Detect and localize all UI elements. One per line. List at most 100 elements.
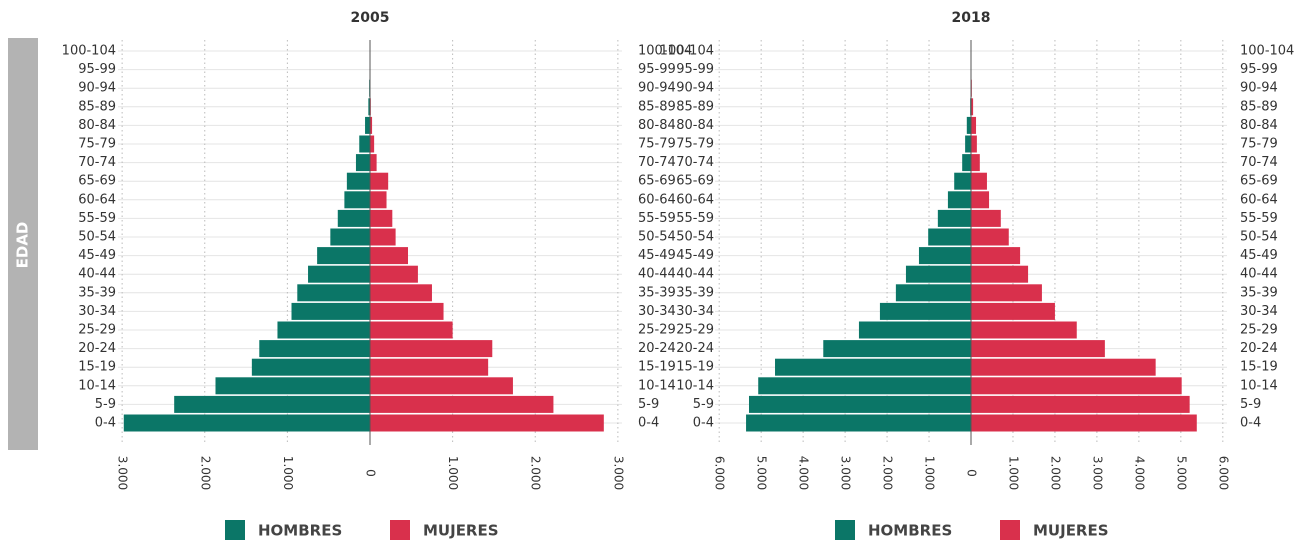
- y-tick-label: 75-79: [676, 137, 714, 152]
- y-tick-label: 10-14: [638, 378, 676, 393]
- y-tick-label: 55-59: [78, 211, 116, 226]
- bar: [370, 284, 432, 302]
- y-tick-label: 55-59: [638, 211, 676, 226]
- bar: [971, 98, 974, 116]
- legend-swatch: [835, 520, 855, 540]
- bar: [895, 284, 971, 302]
- bar: [971, 340, 1105, 358]
- bar: [370, 395, 554, 413]
- y-tick-label: 80-84: [1240, 118, 1278, 133]
- bar: [971, 321, 1077, 339]
- bar: [370, 302, 444, 320]
- y-tick-label: 80-84: [78, 118, 116, 133]
- bar: [215, 377, 370, 395]
- bar: [937, 209, 971, 227]
- legend-label: HOMBRES: [868, 522, 952, 540]
- y-tick-label: 65-69: [78, 174, 116, 189]
- y-tick-label: 65-69: [676, 174, 714, 189]
- legend-swatch: [225, 520, 245, 540]
- x-tick-label: 2.000: [529, 456, 543, 490]
- bar: [748, 395, 971, 413]
- y-tick-label: 70-74: [638, 155, 676, 170]
- bar: [365, 116, 370, 134]
- x-tick-label: 2.000: [198, 456, 212, 490]
- legend-label: MUJERES: [423, 522, 499, 540]
- y-tick-label: 5-9: [95, 397, 116, 412]
- bar: [971, 265, 1029, 283]
- bar: [971, 172, 987, 190]
- bar: [971, 302, 1055, 320]
- y-tick-label: 50-54: [676, 230, 714, 245]
- y-tick-label: 90-94: [78, 81, 116, 96]
- x-tick-label: 4.000: [797, 456, 811, 490]
- bar: [291, 302, 370, 320]
- legend-swatch: [1000, 520, 1020, 540]
- y-tick-label: 100-104: [660, 44, 714, 59]
- bar: [971, 358, 1156, 376]
- y-tick-label: 25-29: [1240, 323, 1278, 338]
- bar: [971, 377, 1182, 395]
- y-tick-label: 50-54: [1240, 230, 1278, 245]
- y-tick-label: 85-89: [1240, 99, 1278, 114]
- y-tick-label: 60-64: [78, 192, 116, 207]
- y-tick-label: 40-44: [1240, 267, 1278, 282]
- y-tick-label: 20-24: [1240, 341, 1278, 356]
- y-tick-label: 40-44: [676, 267, 714, 282]
- y-tick-label: 15-19: [676, 360, 714, 375]
- bar: [344, 191, 370, 209]
- bar: [370, 209, 393, 227]
- bar: [947, 191, 971, 209]
- y-tick-label: 70-74: [676, 155, 714, 170]
- y-tick-label: 15-19: [78, 360, 116, 375]
- x-tick-label: 4.000: [1132, 456, 1146, 490]
- y-tick-label: 95-99: [638, 62, 676, 77]
- bar: [971, 209, 1001, 227]
- y-tick-label: 80-84: [638, 118, 676, 133]
- bar: [308, 265, 370, 283]
- bar: [251, 358, 370, 376]
- y-tick-label: 35-39: [1240, 285, 1278, 300]
- y-tick-label: 75-79: [638, 137, 676, 152]
- y-tick-label: 75-79: [1240, 137, 1278, 152]
- x-tick-label: 3.000: [839, 456, 853, 490]
- y-tick-label: 90-94: [1240, 81, 1278, 96]
- bar: [971, 191, 990, 209]
- y-tick-label: 5-9: [1240, 397, 1261, 412]
- y-tick-label: 0-4: [95, 416, 116, 431]
- y-tick-label: 100-104: [638, 44, 692, 59]
- y-label-band: [8, 38, 38, 450]
- bar: [971, 395, 1190, 413]
- bar: [971, 414, 1197, 432]
- bar: [370, 191, 387, 209]
- y-tick-label: 85-89: [638, 99, 676, 114]
- bar: [879, 302, 971, 320]
- y-tick-label: 15-19: [638, 360, 676, 375]
- y-tick-label: 75-79: [78, 137, 116, 152]
- y-tick-label: 0-4: [693, 416, 714, 431]
- bar: [746, 414, 971, 432]
- bar: [359, 135, 370, 153]
- bar: [971, 135, 977, 153]
- y-tick-label: 90-94: [676, 81, 714, 96]
- y-tick-label: 95-99: [676, 62, 714, 77]
- y-tick-label: 0-4: [638, 416, 659, 431]
- y-tick-label: 25-29: [676, 323, 714, 338]
- bar: [775, 358, 971, 376]
- bar: [758, 377, 971, 395]
- bar: [966, 116, 971, 134]
- bar: [370, 116, 373, 134]
- x-tick-label: 3.000: [116, 456, 130, 490]
- y-tick-label: 50-54: [78, 230, 116, 245]
- x-tick-label: 1.000: [923, 456, 937, 490]
- y-tick-label: 70-74: [1240, 155, 1278, 170]
- y-tick-label: 35-39: [78, 285, 116, 300]
- bar: [823, 340, 971, 358]
- bar: [858, 321, 971, 339]
- bar: [971, 116, 977, 134]
- y-tick-label: 50-54: [638, 230, 676, 245]
- x-tick-label: 2.000: [1048, 456, 1062, 490]
- x-tick-label: 1.000: [281, 456, 295, 490]
- bar: [370, 358, 489, 376]
- bar: [317, 247, 370, 265]
- bar: [123, 414, 371, 432]
